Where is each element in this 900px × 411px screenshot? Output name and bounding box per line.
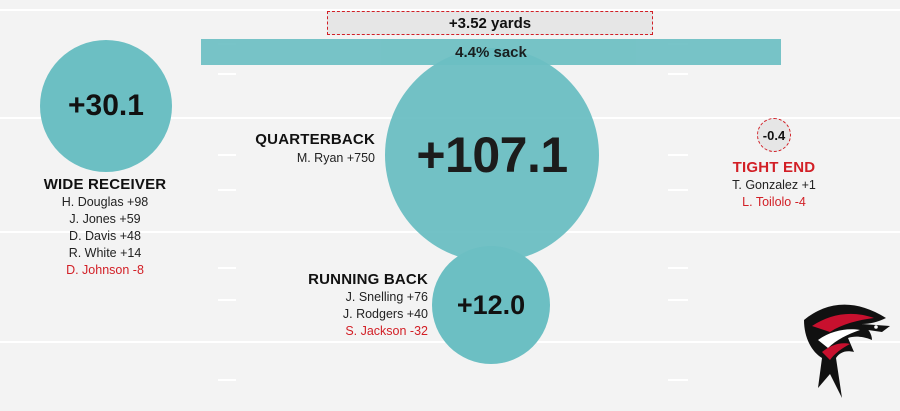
wide-receiver-player: D. Davis +48 — [69, 229, 141, 243]
wide-receiver-label-group: WIDE RECEIVER H. Douglas +98 J. Jones +5… — [30, 176, 180, 279]
falcon-logo-icon — [804, 304, 890, 398]
pass-yards-bar: +3.52 yards — [327, 11, 653, 35]
wide-receiver-value: +30.1 — [68, 89, 144, 122]
tight-end-title: TIGHT END — [732, 159, 816, 176]
quarterback-title: QUARTERBACK — [255, 131, 375, 148]
quarterback-value: +107.1 — [416, 127, 568, 183]
wide-receiver-circle: +30.1 — [40, 40, 172, 172]
tight-end-player: L. Toilolo -4 — [742, 195, 806, 209]
running-back-circle: +12.0 — [432, 246, 550, 364]
running-back-label-group: RUNNING BACK J. Snelling +76 J. Rodgers … — [280, 271, 428, 340]
tight-end-circle: -0.4 — [757, 118, 791, 152]
tight-end-player: T. Gonzalez +1 — [732, 178, 816, 192]
running-back-player: S. Jackson -32 — [345, 324, 428, 338]
tight-end-value: -0.4 — [762, 127, 786, 143]
wide-receiver-player: R. White +14 — [68, 246, 142, 260]
wide-receiver-player: D. Johnson -8 — [66, 263, 144, 277]
pass-yards-label: +3.52 yards — [448, 14, 532, 32]
running-back-player: J. Rodgers +40 — [342, 307, 428, 321]
wide-receiver-player: H. Douglas +98 — [61, 195, 149, 209]
running-back-value: +12.0 — [456, 289, 526, 320]
quarterback-circle: +107.1 — [385, 48, 599, 262]
quarterback-label-group: QUARTERBACK M. Ryan +750 — [230, 131, 375, 167]
sack-rate-label: 4.4% sack — [455, 43, 527, 61]
tight-end-label-group: TIGHT END T. Gonzalez +1 L. Toilolo -4 — [710, 159, 838, 211]
wide-receiver-player: J. Jones +59 — [69, 212, 141, 226]
running-back-player: J. Snelling +76 — [345, 290, 428, 304]
running-back-title: RUNNING BACK — [308, 271, 428, 288]
wide-receiver-title: WIDE RECEIVER — [43, 176, 167, 193]
sack-rate-bar: 4.4% sack — [201, 39, 781, 65]
quarterback-player: M. Ryan +750 — [296, 151, 375, 165]
